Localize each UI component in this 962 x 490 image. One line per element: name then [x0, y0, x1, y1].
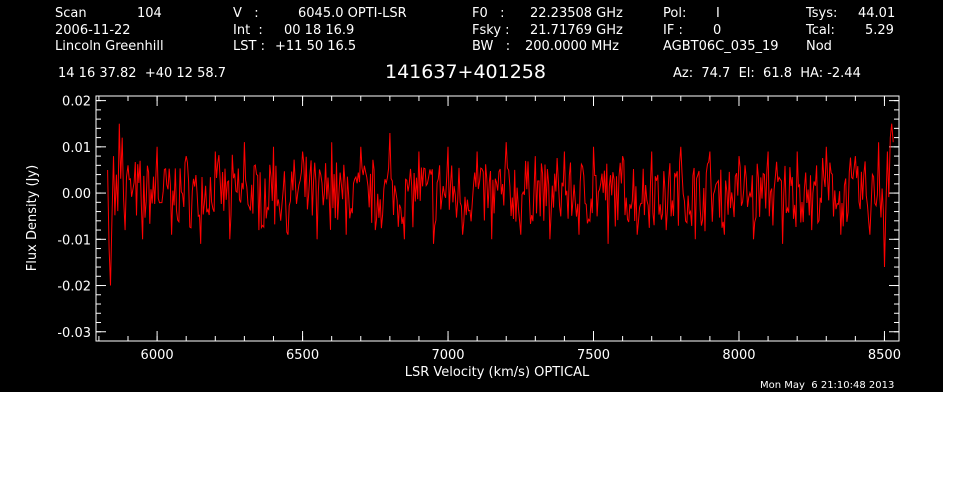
velocity-value: 6045.0 OPTI-LSR: [298, 6, 407, 21]
source-name: 141637+401258: [385, 61, 546, 83]
y-tick-label: 0.01: [62, 141, 91, 156]
f0-label: F0 :: [472, 6, 505, 21]
lst-label: LST :: [233, 39, 265, 54]
scan-label: Scan: [55, 6, 87, 21]
integration-label: Int :: [233, 23, 263, 38]
axes-group: 6000 6500 7000 7500 8000 8500 0.02 0.01 0.00 -0.0…: [57, 95, 901, 363]
bw-value: 200.0000 MHz: [525, 39, 619, 54]
project-id: AGBT06C_035_19: [663, 39, 779, 54]
source-coordinates: 14 16 37.82 +40 12 58.7: [58, 66, 227, 81]
obs-date: 2006-11-22: [55, 23, 131, 38]
pol-label: Pol:: [663, 6, 687, 21]
obs-mode: Nod: [806, 39, 832, 54]
x-tick-label: 8000: [722, 348, 755, 363]
tsys-label: Tsys:: [806, 6, 838, 21]
velocity-label: V :: [233, 6, 259, 21]
plot-timestamp: Mon May 6 21:10:48 2013: [760, 380, 895, 391]
x-tick-label: 7000: [431, 348, 464, 363]
fsky-value: 21.71769 GHz: [530, 23, 623, 38]
lst-value: +11 50 16.5: [275, 39, 357, 54]
spectrum-series-line: [107, 123, 894, 286]
if-value: 0: [713, 23, 722, 38]
y-tick-label: -0.01: [57, 233, 91, 248]
observer-name: Lincoln Greenhill: [55, 39, 164, 54]
integration-value: 00 18 16.9: [284, 23, 355, 38]
x-axis-label: LSR Velocity (km/s) OPTICAL: [405, 365, 590, 380]
scan-value: 104: [137, 6, 162, 21]
tcal-label: Tcal:: [806, 23, 835, 38]
az-el-ha: Az: 74.7 El: 61.8 HA: -2.44: [673, 66, 861, 81]
y-tick-label: 0.00: [62, 187, 91, 202]
bw-label: BW :: [472, 39, 511, 54]
x-tick-label: 7500: [577, 348, 610, 363]
if-label: IF :: [663, 23, 683, 38]
f0-value: 22.23508 GHz: [530, 6, 623, 21]
spectrum-chart: 6000 6500 7000 7500 8000 8500 0.02 0.01 0.00 -0.0…: [25, 95, 901, 380]
y-axis-label: Flux Density (Jy): [25, 165, 40, 271]
y-tick-label: -0.03: [57, 326, 91, 341]
x-tick-label: 8500: [868, 348, 901, 363]
x-tick-label: 6000: [141, 348, 174, 363]
fsky-label: Fsky :: [472, 23, 510, 38]
plot-frame: [95, 95, 900, 342]
y-tick-label: -0.02: [57, 280, 91, 295]
tcal-value: 5.29: [865, 23, 894, 38]
x-tick-label: 6500: [286, 348, 319, 363]
y-tick-label: 0.02: [62, 95, 91, 110]
pol-value: I: [716, 6, 720, 21]
tsys-value: 44.01: [858, 6, 896, 21]
